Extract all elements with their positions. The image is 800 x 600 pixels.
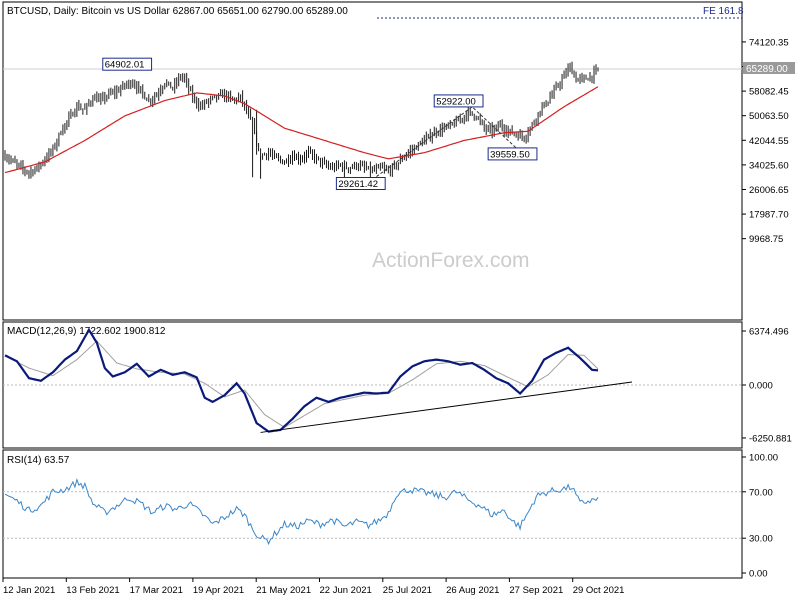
x-tick-label: 12 Jan 2021 bbox=[3, 585, 55, 596]
macd-tick-label: -6250.881 bbox=[749, 433, 792, 444]
axis-layer: 74120.35 58082.45 50063.50 42044.55 34025.60… bbox=[2, 37, 792, 596]
price-tick-label: 42044.55 bbox=[749, 136, 789, 147]
x-tick-label: 25 Jul 2021 bbox=[383, 585, 432, 596]
rsi-tick-label: 30.00 bbox=[749, 534, 773, 545]
price-tick-label: 74120.35 bbox=[749, 37, 789, 48]
rsi-tick-label: 100.00 bbox=[749, 453, 778, 464]
swing-dashed-line bbox=[372, 106, 517, 180]
macd-title: MACD(12,26,9) 1722.602 1900.812 bbox=[7, 326, 166, 337]
price-tick-label: 26006.65 bbox=[749, 185, 789, 196]
rsi-panel-frame bbox=[2, 449, 743, 579]
macd-line bbox=[4, 327, 599, 433]
price-annotation-box bbox=[487, 147, 538, 161]
macd-trendline bbox=[260, 381, 633, 433]
candles-layer bbox=[4, 61, 599, 180]
macd-tick-label: 0.000 bbox=[749, 381, 773, 392]
x-tick-label: 19 Apr 2021 bbox=[193, 585, 244, 596]
rsi-tick-label: 0.00 bbox=[749, 569, 768, 580]
price-tick-label: 9968.75 bbox=[749, 234, 783, 245]
price-badge-label: 65289.00 bbox=[746, 64, 788, 75]
price-annotation-box bbox=[335, 176, 386, 190]
price-tick-label: 17987.70 bbox=[749, 210, 789, 221]
rsi-tick-label: 70.00 bbox=[749, 487, 773, 498]
rsi-line bbox=[4, 478, 599, 546]
price-annotation-label: 29261.42 bbox=[338, 179, 378, 190]
price-panel-frame bbox=[2, 1, 743, 321]
x-tick-label: 29 Oct 2021 bbox=[573, 585, 625, 596]
price-annotation-label: 52922.00 bbox=[436, 96, 476, 107]
price-tick-label: 34025.60 bbox=[749, 160, 789, 171]
rsi-title: RSI(14) 63.57 bbox=[7, 455, 70, 466]
moving-average-line bbox=[4, 86, 599, 174]
price-tick-label: 58082.45 bbox=[749, 87, 789, 98]
price-tick-label: 50063.50 bbox=[749, 111, 789, 122]
macd-signal-line bbox=[4, 340, 599, 428]
annotations-layer: 64902.01 29261.42 52922.00 39559.50 bbox=[102, 57, 538, 190]
watermark: ActionForex.com bbox=[372, 249, 530, 272]
x-tick-label: 27 Sep 2021 bbox=[509, 585, 563, 596]
price-annotation-box bbox=[433, 94, 484, 108]
macd-tick-label: 6374.496 bbox=[749, 327, 789, 338]
x-tick-label: 21 May 2021 bbox=[256, 585, 311, 596]
x-tick-label: 13 Feb 2021 bbox=[66, 585, 119, 596]
x-tick-label: 17 Mar 2021 bbox=[130, 585, 183, 596]
chart-title: BTCUSD, Daily: Bitcoin vs US Dollar 6286… bbox=[7, 6, 348, 17]
price-annotation-label: 39559.50 bbox=[490, 149, 530, 160]
price-annotation-box bbox=[102, 57, 153, 71]
price-annotation-label: 64902.01 bbox=[105, 60, 145, 71]
x-tick-label: 26 Aug 2021 bbox=[446, 585, 499, 596]
lines-layer bbox=[4, 86, 633, 546]
price-badge bbox=[743, 62, 795, 74]
fe-label: FE 161.8 bbox=[703, 6, 744, 17]
x-tick-label: 22 Jun 2021 bbox=[320, 585, 372, 596]
